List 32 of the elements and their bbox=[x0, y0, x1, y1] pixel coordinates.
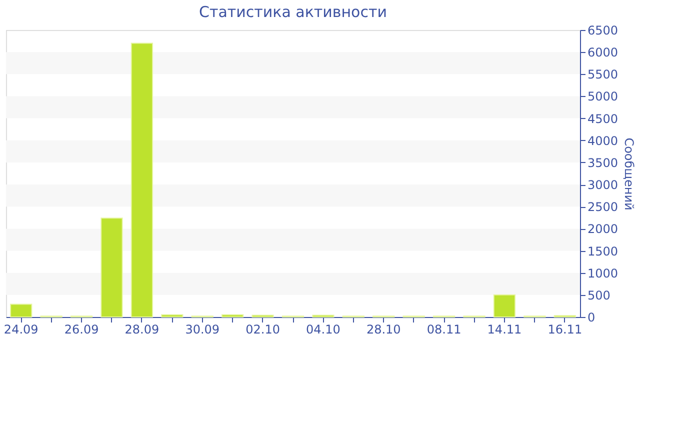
y-tick-label: 1000 bbox=[588, 266, 618, 280]
bar bbox=[222, 314, 244, 318]
x-tick-label: 16.11 bbox=[548, 322, 582, 336]
y-tick-label: 5000 bbox=[588, 90, 618, 104]
y-tick-label: 500 bbox=[588, 288, 610, 302]
y-tick-label: 6500 bbox=[588, 24, 618, 38]
y-tick-label: 3500 bbox=[588, 156, 618, 170]
x-tick-label: 26.09 bbox=[64, 322, 99, 336]
x-tick-label: 04.10 bbox=[306, 322, 340, 336]
y-tick-label: 3000 bbox=[588, 178, 618, 192]
y-tick-label: 0 bbox=[588, 310, 596, 324]
x-tick-label: 14.11 bbox=[487, 322, 522, 336]
x-tick-label: 28.10 bbox=[366, 322, 401, 336]
x-tick-label: 08.11 bbox=[426, 322, 462, 336]
y-tick-label: 2500 bbox=[588, 200, 618, 214]
y-tick-label: 4000 bbox=[588, 134, 618, 148]
y-tick-label: 6000 bbox=[588, 46, 618, 60]
bar bbox=[10, 304, 32, 318]
y-tick-label: 1500 bbox=[588, 244, 618, 258]
bar bbox=[493, 294, 516, 318]
chart-title: Статистика активности bbox=[199, 3, 387, 21]
y-tick-label: 5500 bbox=[588, 68, 618, 82]
bar bbox=[130, 42, 154, 318]
x-tick-label: 24.09 bbox=[4, 322, 38, 336]
y-tick-label: 4500 bbox=[588, 112, 618, 126]
y-axis-title: Сообщений bbox=[622, 138, 636, 210]
bar bbox=[161, 314, 184, 318]
bar bbox=[100, 218, 123, 318]
x-tick-label: 28.09 bbox=[124, 322, 160, 336]
y-tick-label: 2000 bbox=[588, 222, 618, 236]
x-tick-label: 30.09 bbox=[185, 322, 220, 336]
x-tick-label: 02.10 bbox=[246, 322, 280, 336]
